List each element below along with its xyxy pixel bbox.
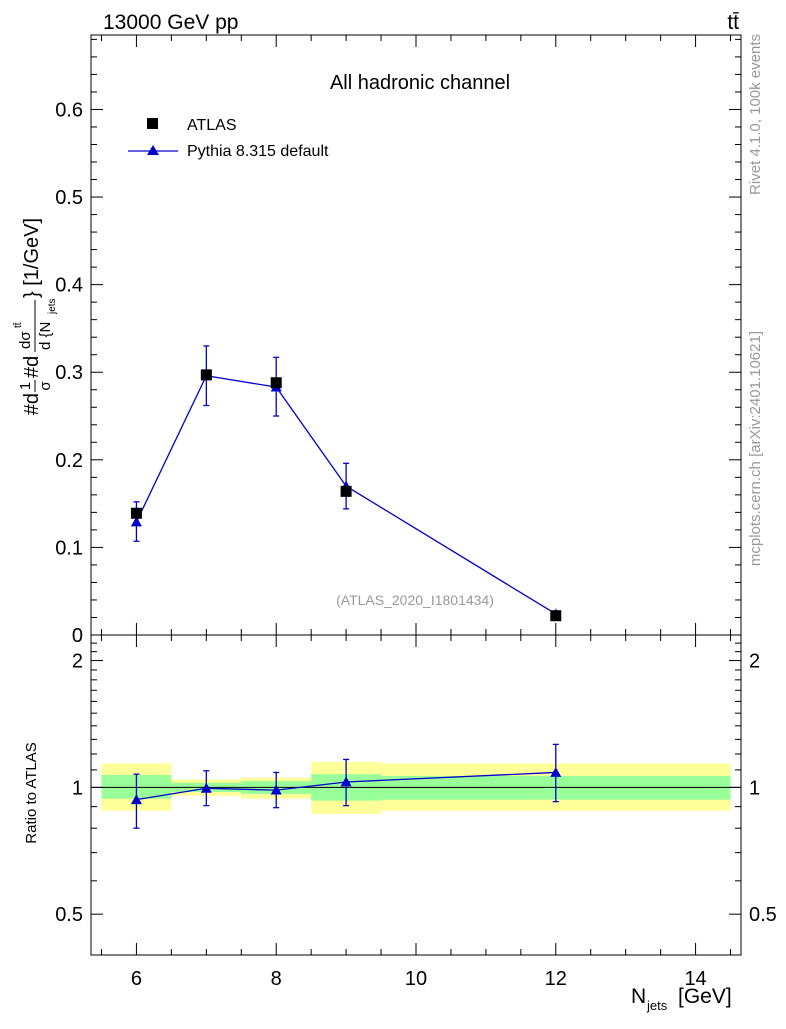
ylabel-mid: #d — [21, 356, 43, 378]
mc-point — [130, 516, 142, 527]
ylabel-frac1-num: 1 — [17, 382, 34, 390]
data-point — [340, 485, 352, 497]
data-point — [270, 377, 282, 389]
main-ytick-label: 0.4 — [55, 275, 83, 297]
data-point — [200, 369, 212, 381]
ratio-ticks — [91, 634, 741, 956]
ratio-point — [130, 794, 142, 805]
main-ytick-label: 0.1 — [55, 537, 83, 559]
xtick-label: 6 — [131, 968, 142, 990]
analysis-tag: (ATLAS_2020_I1801434) — [336, 592, 494, 608]
xlabel-main: N — [631, 985, 646, 1008]
mcplots-label: mcplots.cern.ch [arXiv:2401.10621] — [747, 331, 764, 566]
main-ytick-labels: 0 0.1 0.2 0.3 0.4 0.5 0.6 — [55, 99, 83, 647]
ylabel-frac2-num: dσ — [17, 331, 34, 349]
ratio-ytick-label-right: 1 — [749, 777, 760, 799]
xtick-label: 10 — [405, 968, 427, 990]
data-point — [550, 610, 562, 622]
ratio-point — [200, 782, 212, 793]
data-point — [130, 507, 142, 519]
data-points — [130, 369, 562, 622]
process-label: tt̄ — [727, 11, 739, 34]
ratio-panel: 0.5 0.51 12 2 6 8 10 12 14 Ratio to ATLAS — [23, 634, 777, 990]
ratio-ytick-label-left: 1 — [72, 777, 83, 799]
xtick-label: 12 — [545, 968, 567, 990]
legend-mc-marker — [147, 145, 159, 155]
ratio-ylabel: Ratio to ATLAS — [23, 742, 40, 843]
main-ytick-label: 0 — [72, 625, 83, 647]
main-panel: 0 0.1 0.2 0.3 0.4 0.5 0.6 All hadronic channel… — [12, 34, 742, 647]
xtick-label: 14 — [684, 968, 706, 990]
main-ytick-label: 0.3 — [55, 362, 83, 384]
ratio-ytick-label-left: 2 — [72, 651, 83, 673]
chart-title: All hadronic channel — [330, 72, 510, 94]
ylabel-frac1-den: σ — [37, 381, 54, 391]
ratio-point — [270, 784, 282, 795]
main-ytick-label: 0.2 — [55, 450, 83, 472]
legend: ATLAS Pythia 8.315 default — [128, 117, 329, 160]
xlabel-sub: jets — [646, 998, 668, 1013]
legend-mc-label: Pythia 8.315 default — [187, 143, 329, 160]
xlabel-unit: [GeV] — [678, 985, 732, 1008]
ylabel-frac2-sup: tt̄ — [12, 322, 24, 328]
rivet-label: Rivet 4.1.0, 100k events — [747, 34, 764, 195]
ratio-ytick-label-left: 0.5 — [55, 904, 83, 926]
ratio-mc-points — [130, 743, 562, 829]
mc-points — [130, 345, 562, 619]
main-ticks — [91, 35, 741, 636]
x-axis-label: N jets [GeV] — [631, 985, 732, 1013]
ylabel-den-sub: jets — [47, 298, 58, 315]
ratio-ytick-label-right: 0.5 — [749, 904, 777, 926]
ratio-point — [340, 776, 352, 787]
ylabel-prefix: #d — [21, 393, 43, 415]
ylabel-frac2-den: d {N — [37, 322, 54, 350]
ylabel-suffix: } [1/GeV] — [21, 218, 43, 298]
ratio-xtick-labels: 6 8 10 12 14 — [131, 968, 707, 990]
energy-label: 13000 GeV pp — [103, 11, 238, 34]
y-axis-label: #d 1 σ #d dσ tt̄ d {N jets } [1/GeV] — [12, 218, 58, 415]
legend-data-label: ATLAS — [187, 117, 237, 134]
legend-data-marker — [147, 118, 158, 129]
ratio-ytick-labels: 0.5 0.5 1 1 2 2 — [55, 651, 777, 927]
main-ytick-label: 0.5 — [55, 187, 83, 209]
ratio-point — [550, 766, 562, 777]
main-ytick-label: 0.6 — [55, 99, 83, 121]
xtick-label: 8 — [271, 968, 282, 990]
ratio-ytick-label-right: 2 — [749, 651, 760, 673]
